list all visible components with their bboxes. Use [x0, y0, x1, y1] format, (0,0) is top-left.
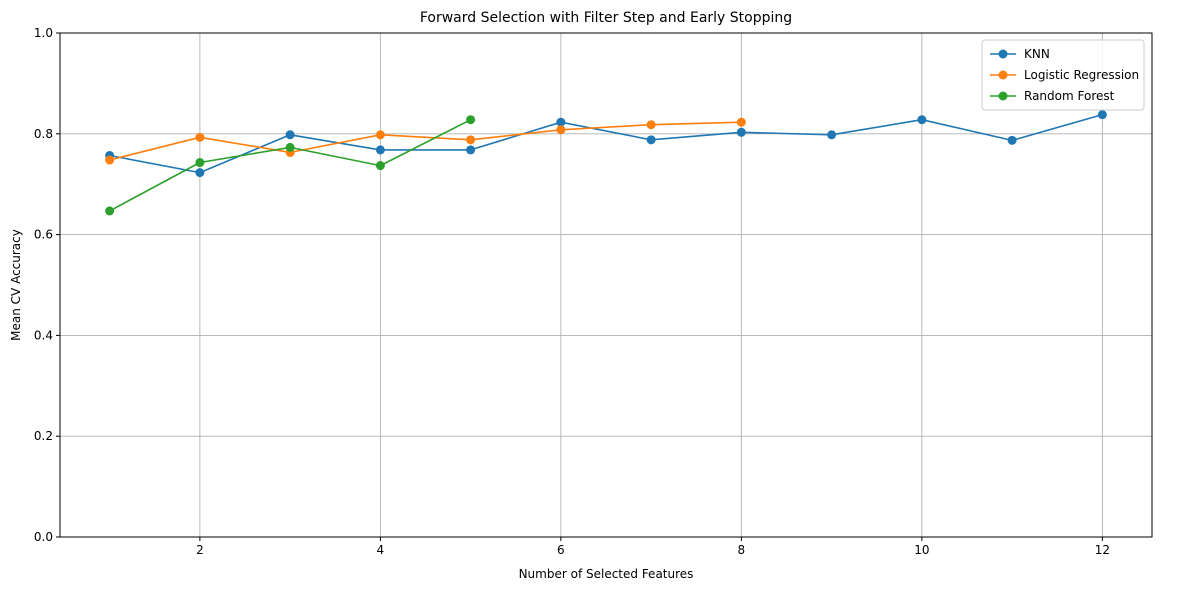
series-line-logistic-regression [109, 121, 742, 161]
data-point-knn-12 [1097, 110, 1107, 120]
plot-frame [59, 32, 1153, 538]
x-tick-label-2: 2 [196, 543, 204, 557]
data-point-knn-5 [466, 145, 476, 155]
y-tick-label-5: 1.0 [34, 26, 53, 40]
legend-box [981, 39, 1145, 111]
series-random-forest [105, 115, 476, 216]
data-point-random-forest-2 [195, 158, 205, 168]
legend: KNN Logistic Regression Random Forest [981, 39, 1145, 111]
x-tick-label-4: 4 [377, 543, 385, 557]
y-tick-label-0: 0.0 [34, 530, 53, 544]
y-axis-label: Mean CV Accuracy [9, 229, 23, 341]
data-point-knn-6 [556, 117, 566, 127]
data-point-random-forest-5 [466, 115, 476, 125]
x-axis-label: Number of Selected Features [519, 567, 694, 581]
data-point-logistic-regression-8 [736, 117, 746, 127]
data-point-logistic-regression-4 [375, 130, 385, 140]
data-point-random-forest-1 [105, 206, 115, 216]
data-point-logistic-regression-5 [466, 135, 476, 145]
x-tick-label-10: 10 [914, 543, 929, 557]
legend-label-logistic-regression: Logistic Regression [1024, 68, 1139, 82]
legend-marker-logistic-regression [998, 70, 1008, 80]
y-tick-label-3: 0.6 [34, 228, 53, 242]
x-tick-label-12: 12 [1095, 543, 1110, 557]
legend-marker-random-forest [998, 91, 1008, 101]
data-point-logistic-regression-7 [646, 120, 656, 130]
data-point-random-forest-4 [375, 161, 385, 171]
data-point-knn-11 [1007, 135, 1017, 145]
axis-ticks: 2 4 6 8 10 12 0.0 0.2 0.4 0.6 0.8 1.0 [34, 26, 1110, 557]
data-point-knn-10 [917, 115, 927, 125]
x-tick-label-8: 8 [738, 543, 746, 557]
legend-label-random-forest: Random Forest [1024, 89, 1115, 103]
data-point-logistic-regression-2 [195, 132, 205, 142]
data-point-knn-9 [827, 130, 837, 140]
data-point-knn-2 [195, 168, 205, 178]
legend-label-knn: KNN [1024, 47, 1050, 61]
y-tick-label-1: 0.2 [34, 429, 53, 443]
y-tick-label-2: 0.4 [34, 328, 53, 342]
series-knn [105, 110, 1107, 178]
data-point-knn-7 [646, 135, 656, 145]
legend-marker-knn [998, 49, 1008, 59]
data-point-random-forest-3 [285, 142, 295, 152]
data-point-knn-3 [285, 130, 295, 140]
data-point-knn-8 [736, 127, 746, 137]
series-logistic-regression [105, 117, 746, 165]
x-tick-label-6: 6 [557, 543, 565, 557]
data-point-logistic-regression-6 [556, 125, 566, 135]
data-point-knn-4 [375, 145, 385, 155]
data-point-logistic-regression-1 [105, 155, 115, 165]
series-line-knn [109, 113, 1103, 174]
series-group [105, 110, 1107, 216]
chart-title: Forward Selection with Filter Step and E… [420, 10, 792, 26]
y-tick-label-4: 0.8 [34, 127, 53, 141]
